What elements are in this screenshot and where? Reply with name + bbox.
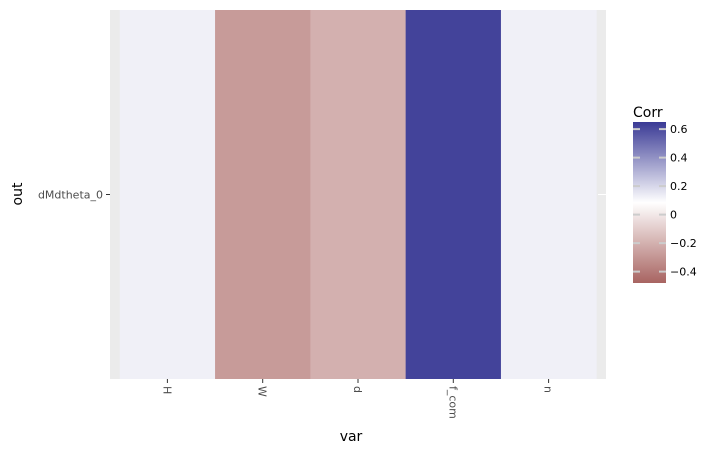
y-axis-title: out	[10, 182, 26, 205]
heatmap-cell-d	[310, 10, 407, 379]
x-tick-label: H	[160, 386, 173, 394]
x-tick-label: n	[542, 386, 555, 393]
x-tick-label: d	[351, 386, 364, 393]
legend-tick-label: 0.4	[670, 152, 688, 165]
legend-title: Corr	[633, 105, 663, 121]
legend-tick-label: −0.2	[670, 237, 697, 250]
legend-tick-label: −0.4	[670, 266, 697, 279]
x-axis-title: var	[340, 429, 363, 445]
heatmap-cell-n	[500, 10, 597, 379]
legend-colorbar	[633, 122, 666, 283]
legend-tick-label: 0.6	[670, 123, 688, 136]
legend: Corr 0.6 0.4 0.2 0 −0.2 −0.4	[633, 105, 697, 283]
legend-tick-label: 0.2	[670, 180, 688, 193]
y-tick-label: dMdtheta_0	[38, 189, 103, 202]
heatmap-tiles	[119, 10, 597, 379]
heatmap-cell-f-com	[405, 10, 502, 379]
heatmap-cell-h	[119, 10, 216, 379]
x-tick-label: f_com	[446, 386, 459, 419]
legend-tick-label: 0	[670, 209, 677, 222]
heatmap-cell-w	[215, 10, 311, 379]
y-axis: dMdtheta_0	[38, 189, 606, 202]
x-tick-label: W	[256, 386, 269, 397]
